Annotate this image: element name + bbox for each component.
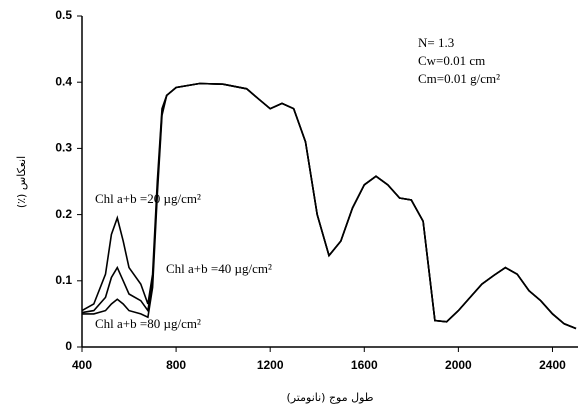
x-tick-label: 800 (166, 358, 186, 372)
x-tick-label: 2400 (539, 358, 566, 372)
y-tick-label: 0.3 (55, 141, 72, 155)
series-line (82, 82, 577, 330)
series-label: Chl a+b =40 µg/cm² (166, 261, 272, 276)
y-axis-label: انعکاس (٪) (15, 156, 28, 208)
series-label: Chl a+b =20 µg/cm² (95, 191, 201, 206)
annotation: N= 1.3 (418, 35, 454, 50)
y-tick-label: 0.1 (55, 273, 72, 287)
y-tick-label: 0 (65, 339, 72, 353)
x-tick-label: 2000 (445, 358, 472, 372)
y-tick-label: 0.2 (55, 207, 72, 221)
annotation: Cw=0.01 cm (418, 53, 485, 68)
x-tick-label: 1600 (351, 358, 378, 372)
annotation: Cm=0.01 g/cm² (418, 71, 500, 86)
y-tick-label: 0.5 (55, 8, 72, 22)
x-axis-label: طول موج (نانومتر) (286, 391, 373, 404)
x-tick-label: 1200 (257, 358, 284, 372)
y-tick-label: 0.4 (55, 74, 72, 88)
series-label: Chl a+b =80 µg/cm² (95, 316, 201, 331)
x-tick-label: 400 (72, 358, 92, 372)
